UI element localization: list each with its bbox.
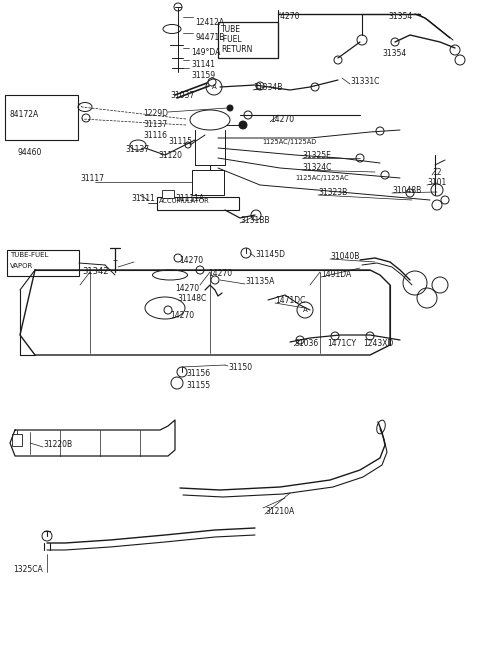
Text: 31150: 31150 — [228, 363, 252, 372]
Text: 1325CA: 1325CA — [13, 565, 43, 574]
Text: 1125AC/1125AD: 1125AC/1125AD — [262, 139, 316, 145]
Text: 14270: 14270 — [170, 311, 194, 320]
Text: 149°DA: 149°DA — [191, 48, 220, 57]
Text: ACCUMULATOR: ACCUMULATOR — [159, 198, 210, 204]
Text: A: A — [302, 307, 307, 313]
Text: 31137: 31137 — [143, 120, 167, 129]
Text: TUBE-FUEL: TUBE-FUEL — [10, 252, 48, 258]
Text: 12: 12 — [432, 168, 442, 177]
Text: A: A — [212, 84, 216, 90]
Text: 31156: 31156 — [186, 369, 210, 378]
Bar — [192, 170, 224, 195]
Text: 31334B: 31334B — [253, 83, 282, 92]
Text: 31155: 31155 — [186, 381, 210, 390]
Text: 1471CY: 1471CY — [327, 339, 356, 348]
Text: 31117: 31117 — [80, 174, 104, 183]
Circle shape — [227, 105, 233, 111]
Text: 14270: 14270 — [175, 284, 199, 293]
Text: 14270: 14270 — [208, 269, 232, 278]
Text: 31111A: 31111A — [175, 194, 204, 203]
Text: '4270: '4270 — [278, 12, 300, 21]
Text: 1229D: 1229D — [143, 109, 168, 118]
Text: 94460: 94460 — [18, 148, 42, 157]
Text: 31354: 31354 — [382, 49, 406, 58]
Text: 31115: 31115 — [168, 137, 192, 146]
Text: 31037: 31037 — [170, 91, 194, 100]
Text: 31120: 31120 — [158, 151, 182, 160]
Text: 1491DA: 1491DA — [321, 270, 351, 279]
Text: 31040B: 31040B — [330, 252, 360, 261]
Bar — [12, 434, 22, 446]
Text: 31148C: 31148C — [177, 294, 206, 303]
Text: 31324C: 31324C — [302, 163, 331, 172]
Text: RETURN: RETURN — [221, 45, 252, 54]
Bar — [5, 95, 78, 140]
Text: 31137: 31137 — [125, 145, 149, 154]
Text: 12412A: 12412A — [195, 18, 224, 27]
Text: 1125AC/1125AC: 1125AC/1125AC — [295, 175, 349, 181]
Text: 31048B: 31048B — [392, 186, 421, 195]
Text: 31135A: 31135A — [245, 277, 275, 286]
Text: 3101: 3101 — [427, 178, 446, 187]
Text: 31325E: 31325E — [302, 151, 331, 160]
Text: 14270: 14270 — [270, 115, 294, 124]
Bar — [7, 250, 79, 276]
Circle shape — [239, 121, 247, 129]
Bar — [162, 190, 174, 198]
Text: 1471DC: 1471DC — [275, 296, 305, 305]
Text: 31220B: 31220B — [43, 440, 72, 449]
Text: 31145D: 31145D — [255, 250, 285, 259]
Bar — [157, 197, 239, 210]
Text: 31210A: 31210A — [265, 507, 294, 516]
Text: 31116: 31116 — [143, 131, 167, 140]
Text: 3131BB: 3131BB — [240, 216, 269, 225]
Text: 31323B: 31323B — [318, 188, 347, 197]
Text: TUBE: TUBE — [221, 25, 241, 34]
Text: 1243XD: 1243XD — [363, 339, 394, 348]
Text: 31342: 31342 — [82, 267, 108, 276]
Bar — [218, 22, 278, 58]
Text: 31354: 31354 — [388, 12, 412, 21]
Text: 31141: 31141 — [191, 60, 215, 69]
Text: VAPOR: VAPOR — [10, 263, 33, 269]
Text: -FUEL: -FUEL — [221, 35, 242, 44]
Text: 31111: 31111 — [131, 194, 155, 203]
Text: 84172A: 84172A — [10, 110, 39, 119]
Text: 14270: 14270 — [179, 256, 203, 265]
Text: 94471B: 94471B — [195, 33, 224, 42]
Text: 31331C: 31331C — [350, 77, 379, 86]
Text: 31159: 31159 — [191, 71, 215, 80]
Text: 31036: 31036 — [294, 339, 318, 348]
